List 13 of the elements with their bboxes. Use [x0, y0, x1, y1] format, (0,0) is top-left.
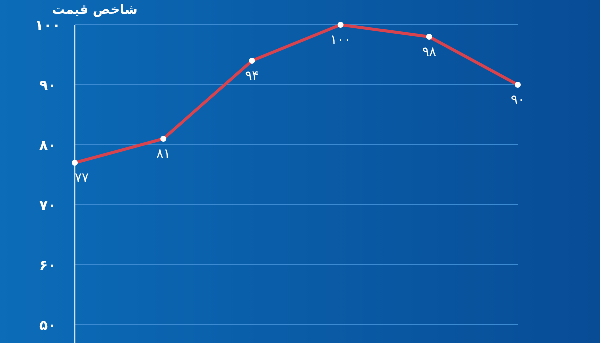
y-tick-label: ۸۰ — [39, 138, 57, 154]
data-label: ۹۰ — [511, 93, 525, 108]
chart-title: شاخص قیمت — [52, 3, 138, 18]
data-label: ۹۴ — [245, 69, 260, 84]
data-label: ۷۷ — [75, 171, 89, 186]
data-label: ۱۰۰ — [330, 33, 352, 48]
y-tick-label: ۶۰ — [39, 258, 57, 274]
y-tick-label: ۵۰ — [39, 318, 57, 334]
y-tick-label: ۱۰۰ — [35, 18, 61, 34]
y-tick-label: ۹۰ — [39, 78, 57, 94]
data-label: ۹۸ — [422, 45, 436, 60]
data-label: ۸۱ — [156, 147, 171, 162]
y-tick-label: ۷۰ — [39, 198, 57, 214]
